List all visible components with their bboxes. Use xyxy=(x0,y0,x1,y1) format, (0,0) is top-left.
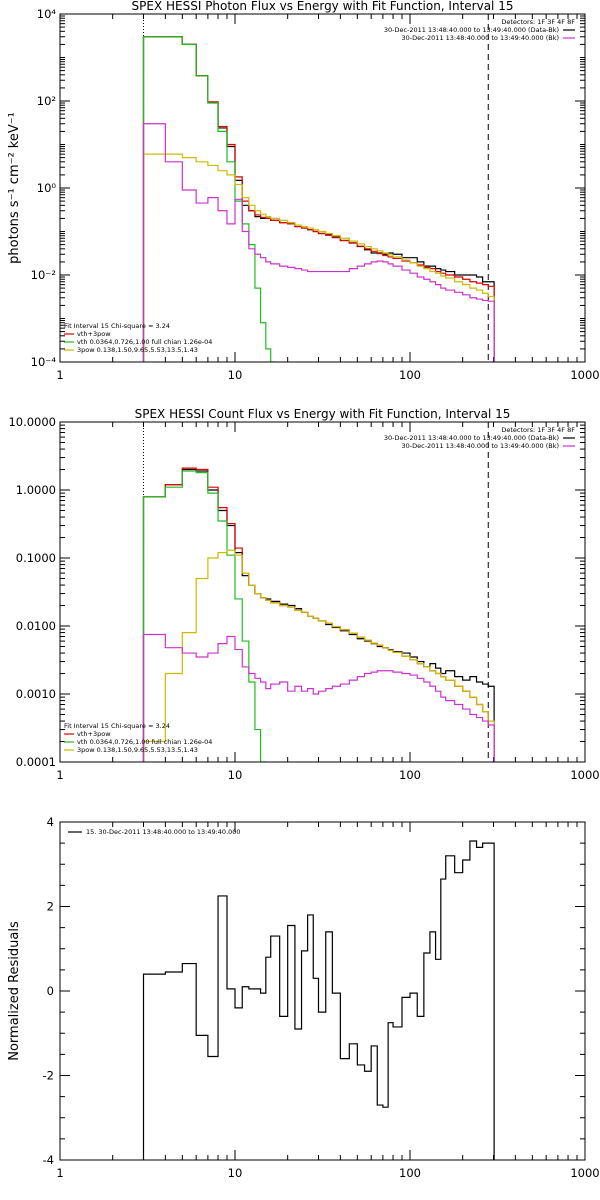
series-line-4 xyxy=(142,549,495,762)
chart-title: SPEX HESSI Photon Flux vs Energy with Fi… xyxy=(132,0,514,13)
series-group xyxy=(142,840,495,1160)
y-axis-label: photons s⁻¹ cm⁻² keV⁻¹ xyxy=(7,112,22,264)
y-tick-label: 0 xyxy=(47,984,54,998)
x-tick-label: 100 xyxy=(399,1166,421,1180)
legend-header: Detectors: 1F 3F 4F 8F xyxy=(501,426,575,434)
y-tick-label: 10⁰ xyxy=(37,181,57,195)
legend-top-label: 30-Dec-2011 13:48:40.000 to 13:49:40.000… xyxy=(402,442,560,450)
legend-bottom-label: vth 0.0364,0.726,1.00 full chian 1.26e-0… xyxy=(77,338,212,346)
series-line-4 xyxy=(142,153,495,362)
chart-panel-1: SPEX HESSI Photon Flux vs Energy with Fi… xyxy=(7,0,600,382)
series-line-5 xyxy=(142,123,495,362)
y-tick-label: 0.0001 xyxy=(16,755,56,769)
y-tick-label: 10.0000 xyxy=(8,415,56,429)
y-tick-label: 10⁴ xyxy=(37,7,57,21)
y-tick-label: 10⁻⁴ xyxy=(31,355,57,369)
x-tick-label: 100 xyxy=(399,768,421,782)
chart-title: SPEX HESSI Count Flux vs Energy with Fit… xyxy=(135,407,511,421)
y-tick-label: -2 xyxy=(43,1069,54,1083)
legend-bottom-label: vth+3pow xyxy=(77,330,111,338)
series-line-1 xyxy=(142,840,495,1160)
x-tick-label: 1000 xyxy=(570,768,599,782)
y-tick-label: 4 xyxy=(47,815,54,829)
plot-frame xyxy=(59,13,586,363)
series-line-5 xyxy=(142,633,495,762)
chart-panel-3: 1 10 100 1000 -4 -2 0 2 4 Normalized Residuals 15.… xyxy=(7,815,600,1180)
legend-bottom-label: 3pow 0.138,1.50,9.65,5.53,13.5,1.43 xyxy=(77,746,198,754)
y-tick-label: 2 xyxy=(47,900,54,914)
y-tick-label: 0.1000 xyxy=(16,551,56,565)
y-tick-label: 0.0010 xyxy=(16,687,56,701)
y-axis-label: Normalized Residuals xyxy=(7,921,22,1061)
x-tick-label: 10 xyxy=(228,1166,243,1180)
y-tick-label: 0.0100 xyxy=(16,619,56,633)
series-group xyxy=(142,36,495,362)
legend-bottom-label: 3pow 0.138,1.50,9.65,5.53,13.5,1.43 xyxy=(77,346,198,354)
x-tick-label: 1 xyxy=(56,1166,63,1180)
series-line-3 xyxy=(142,470,267,762)
series-line-3 xyxy=(142,36,277,362)
y-tick-label: -4 xyxy=(43,1153,54,1167)
x-tick-label: 1 xyxy=(56,768,63,782)
legend-bottom-label: vth+3pow xyxy=(77,730,111,738)
legend-top-label: 15. 30-Dec-2011 13:48:40.000 to 13:49:40… xyxy=(86,828,241,836)
legend-header: Detectors: 1F 3F 4F 8F xyxy=(501,18,575,26)
legend-top-label: 30-Dec-2011 13:48:40.000 to 13:49:40.000… xyxy=(384,434,559,442)
chart-panel-2: SPEX HESSI Count Flux vs Energy with Fit… xyxy=(8,407,599,782)
y-tick-label: 1.0000 xyxy=(16,483,56,497)
x-tick-label: 1000 xyxy=(570,1166,599,1180)
legend-bottom-label: Fit Interval 15 Chi-square = 3.24 xyxy=(64,722,170,730)
y-tick-label: 10² xyxy=(37,94,56,108)
legend-bottom-label: Fit Interval 15 Chi-square = 3.24 xyxy=(64,322,170,330)
x-tick-label: 1000 xyxy=(570,368,599,382)
series-group xyxy=(142,467,495,762)
y-tick-label: 10⁻² xyxy=(31,268,56,282)
plot-frame xyxy=(59,421,586,763)
legend-bottom-label: vth 0.0364,0.726,1.00 full chian 1.26e-0… xyxy=(77,738,212,746)
legend-top-label: 30-Dec-2011 13:48:40.000 to 13:49:40.000… xyxy=(402,34,560,42)
x-tick-label: 100 xyxy=(399,368,421,382)
plot-frame xyxy=(59,821,586,1161)
x-tick-label: 1 xyxy=(56,368,63,382)
x-tick-label: 10 xyxy=(228,768,243,782)
x-tick-label: 10 xyxy=(228,368,243,382)
legend-top-label: 30-Dec-2011 13:48:40.000 to 13:49:40.000… xyxy=(384,26,559,34)
